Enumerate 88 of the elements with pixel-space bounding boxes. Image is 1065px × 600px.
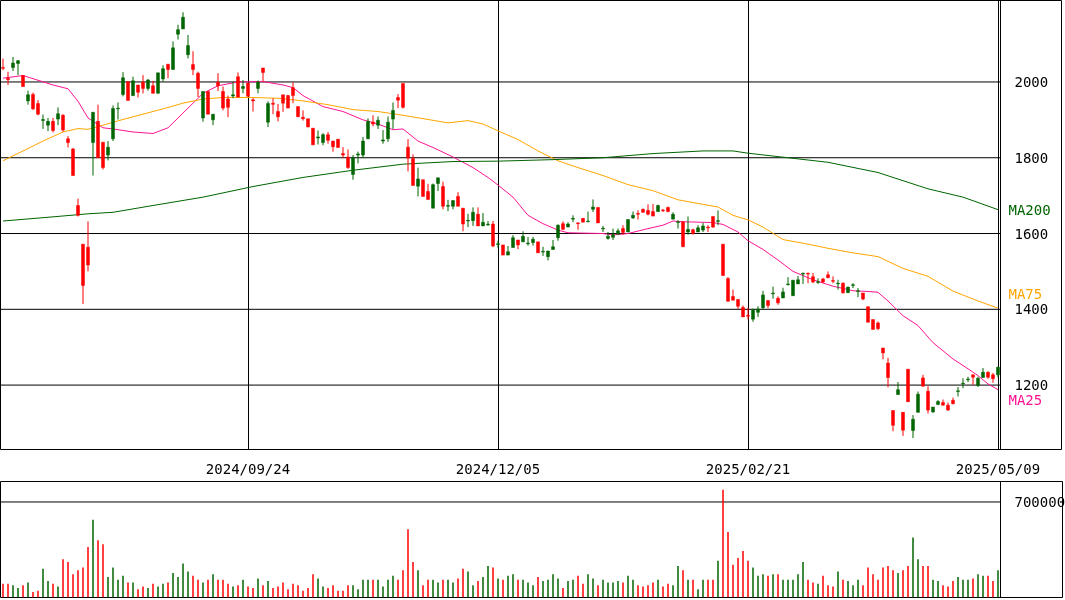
candlestick: [266, 100, 270, 128]
candlestick: [6, 71, 10, 86]
candlestick: [231, 81, 235, 99]
candlestick: [826, 270, 830, 279]
y-tick-label: 2000: [1014, 73, 1049, 90]
candlestick: [851, 282, 855, 289]
candlestick: [896, 381, 900, 396]
candlestick: [431, 183, 435, 209]
candlestick: [441, 181, 445, 210]
candlestick: [261, 67, 265, 83]
candlestick: [436, 177, 440, 192]
y-tick-label: 1400: [1014, 301, 1049, 318]
candlestick: [341, 146, 345, 159]
candlestick: [806, 272, 810, 284]
candlestick: [106, 140, 110, 161]
candlestick: [171, 40, 175, 70]
x-tick-label: 2024/12/05: [455, 460, 541, 477]
candlestick: [761, 290, 765, 310]
series-label: MA25: [1008, 392, 1043, 409]
candlestick: [881, 347, 885, 360]
candlestick: [376, 115, 380, 130]
candlestick: [391, 101, 395, 130]
candlestick: [276, 103, 280, 122]
candlestick: [831, 275, 835, 284]
candlestick: [476, 206, 480, 227]
candlestick: [126, 81, 130, 102]
candlestick: [386, 115, 390, 143]
candlestick: [836, 279, 840, 291]
candlestick: [491, 220, 495, 248]
candlestick: [926, 385, 930, 414]
candlestick: [496, 240, 500, 249]
candlestick: [571, 214, 575, 223]
candlestick: [771, 286, 775, 300]
x-tick-label: 2025/02/21: [705, 460, 791, 477]
candlestick: [191, 50, 195, 76]
candlestick: [961, 377, 965, 389]
candlestick: [66, 135, 70, 149]
candlestick: [586, 211, 590, 223]
series-label: MA200: [1008, 201, 1051, 218]
candlestick: [271, 97, 275, 115]
candlestick: [1, 57, 5, 71]
series-label: MA75: [1008, 286, 1043, 303]
candlestick: [461, 207, 465, 232]
candlestick: [381, 129, 385, 145]
candlestick: [856, 287, 860, 298]
candlestick: [636, 209, 640, 221]
candlestick: [591, 198, 595, 213]
candlestick: [236, 71, 240, 98]
line-series: [2, 150, 999, 222]
candlestick: [971, 373, 975, 386]
candlestick: [801, 272, 805, 285]
candlestick: [121, 71, 125, 97]
candlestick: [131, 76, 135, 97]
y-tick-label: 1600: [1014, 225, 1049, 242]
candlestick: [816, 277, 820, 285]
candlestick: [916, 391, 920, 413]
candlestick: [601, 225, 605, 233]
candlestick: [551, 239, 555, 250]
candlestick: [251, 97, 255, 113]
y-tick-label: 1800: [1014, 149, 1049, 166]
candlestick: [886, 357, 890, 388]
y-tick-label: 1200: [1014, 377, 1049, 394]
candlestick: [901, 411, 905, 437]
x-tick-label: 2025/05/09: [955, 460, 1041, 477]
candlestick: [166, 63, 170, 79]
candlestick: [41, 114, 45, 130]
candlestick: [216, 72, 220, 92]
candlestick: [56, 106, 60, 126]
candlestick: [346, 148, 350, 170]
candlestick: [186, 34, 190, 59]
candlestick: [891, 409, 895, 432]
candlestick: [621, 224, 625, 236]
x-tick-label: 2024/09/24: [205, 460, 291, 477]
candlestick: [351, 154, 355, 181]
line-series: [2, 75, 999, 391]
candlestick: [46, 117, 50, 132]
candlestick: [716, 209, 720, 226]
candlestick: [371, 114, 375, 127]
candlestick: [196, 71, 200, 98]
candlestick: [416, 167, 420, 197]
candlestick: [206, 90, 210, 115]
candlestick: [241, 79, 245, 94]
candlestick: [686, 215, 690, 236]
candlestick: [911, 414, 915, 439]
candlestick: [966, 376, 970, 383]
candlestick: [506, 245, 510, 256]
candlestick: [956, 386, 960, 397]
candlestick: [676, 219, 680, 230]
